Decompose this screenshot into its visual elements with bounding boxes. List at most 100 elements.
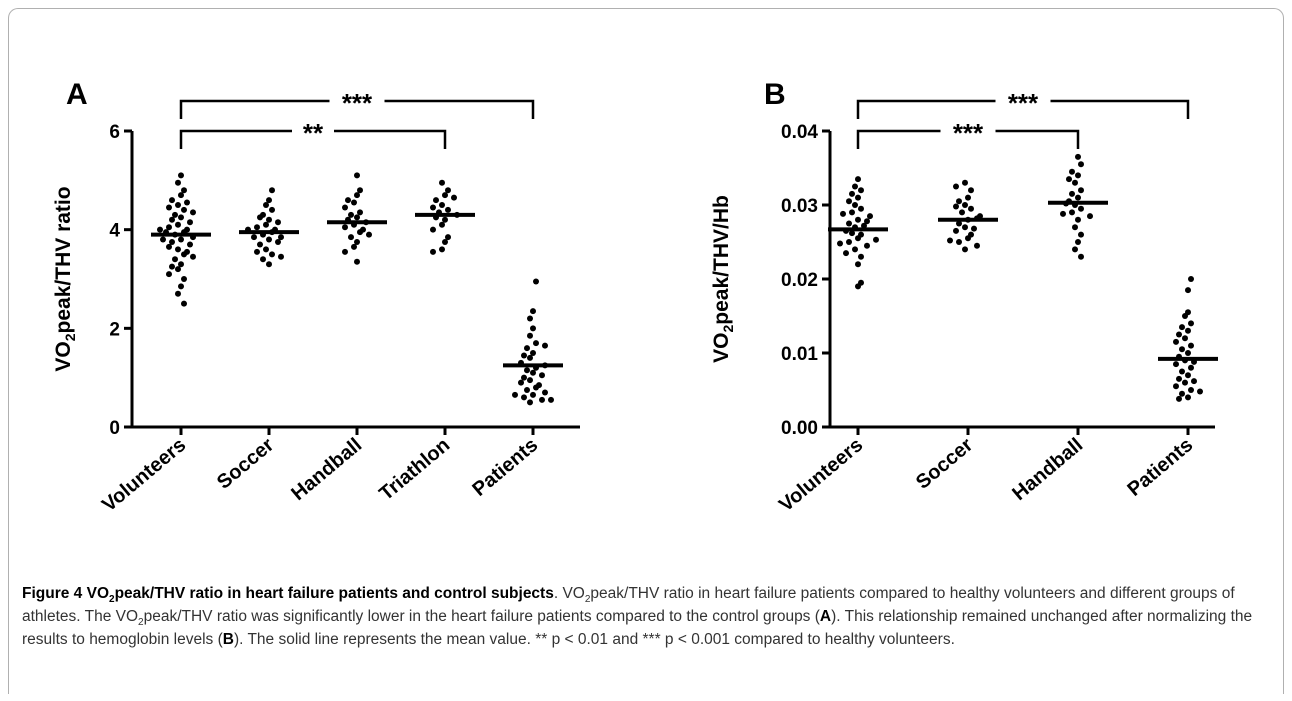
- x-tick-label: Soccer: [912, 434, 977, 494]
- data-point: [533, 278, 539, 285]
- data-point: [959, 209, 965, 216]
- panel-letter: B: [764, 78, 786, 111]
- data-point: [962, 246, 968, 253]
- data-point: [175, 290, 181, 297]
- x-tick-label: Handball: [287, 434, 366, 505]
- data-point: [1191, 378, 1197, 385]
- data-point: [530, 391, 536, 398]
- data-point: [442, 192, 448, 199]
- data-point: [524, 367, 530, 374]
- data-point: [260, 256, 266, 263]
- data-point: [1185, 394, 1191, 401]
- data-point: [1066, 176, 1072, 183]
- data-point: [175, 221, 181, 228]
- data-point: [181, 276, 187, 282]
- data-point: [178, 172, 184, 179]
- data-point: [846, 239, 852, 245]
- data-point: [366, 231, 372, 238]
- data-point: [254, 248, 260, 255]
- caption-text-2: peak/THV ratio in heart failure patients…: [22, 585, 1235, 625]
- x-tick-label: Handball: [1008, 434, 1087, 505]
- data-point: [430, 204, 436, 211]
- x-tick-label: Patients: [1123, 434, 1197, 501]
- data-point: [867, 213, 873, 220]
- data-point: [840, 210, 846, 217]
- data-point: [1075, 216, 1081, 223]
- data-point: [861, 222, 867, 229]
- data-point: [542, 342, 548, 349]
- x-tick-label: Volunteers: [98, 434, 190, 516]
- data-point: [521, 374, 527, 381]
- data-point: [1075, 153, 1081, 160]
- data-point: [442, 216, 448, 223]
- data-point: [533, 384, 539, 391]
- data-point: [1078, 161, 1084, 168]
- data-point: [1072, 224, 1078, 231]
- data-point: [1078, 205, 1084, 212]
- data-point: [1179, 346, 1185, 353]
- data-point: [521, 352, 527, 359]
- data-point: [354, 214, 360, 221]
- data-point: [1182, 335, 1188, 342]
- data-point: [852, 202, 858, 208]
- data-point: [527, 315, 533, 322]
- data-point: [1075, 194, 1081, 201]
- x-tick-label: Triathlon: [375, 434, 454, 505]
- data-point: [521, 394, 527, 401]
- data-point: [530, 325, 536, 332]
- y-tick-label: 0.00: [781, 418, 818, 439]
- data-point: [527, 354, 533, 361]
- data-point: [1176, 331, 1182, 338]
- y-axis-label: VO2peak/THV ratio: [52, 186, 78, 371]
- y-tick-label: 6: [109, 122, 120, 143]
- data-point: [1182, 313, 1188, 319]
- data-point: [175, 266, 181, 273]
- data-point: [166, 224, 172, 231]
- data-point: [160, 236, 166, 243]
- data-point: [855, 283, 861, 290]
- data-point: [837, 240, 843, 247]
- data-point: [354, 192, 360, 199]
- significance-bracket: **: [179, 118, 447, 149]
- data-point: [157, 226, 163, 233]
- y-tick-label: 4: [109, 221, 120, 242]
- significance-label: **: [303, 118, 324, 148]
- y-tick-label: 0.01: [781, 344, 818, 365]
- data-point: [858, 187, 864, 194]
- figure-frame: [8, 8, 1284, 694]
- data-point: [527, 332, 533, 339]
- data-point: [430, 248, 436, 255]
- significance-bracket: ***: [856, 118, 1080, 149]
- caption-text-3: peak/THV ratio was significantly lower i…: [143, 608, 820, 625]
- data-point: [433, 197, 439, 204]
- data-point: [947, 237, 953, 244]
- panel-letter: A: [66, 78, 88, 111]
- data-point: [953, 227, 959, 234]
- data-point: [518, 379, 524, 386]
- data-point: [1185, 327, 1191, 334]
- data-point: [873, 236, 879, 243]
- data-point: [166, 243, 172, 250]
- data-point: [527, 377, 533, 384]
- data-point: [442, 239, 448, 245]
- data-point: [451, 194, 457, 201]
- data-point: [855, 235, 861, 242]
- data-point: [269, 251, 275, 258]
- data-point: [530, 350, 536, 356]
- data-point: [1185, 372, 1191, 379]
- data-point: [181, 206, 187, 213]
- x-tick-label: Soccer: [213, 434, 278, 494]
- data-point: [263, 246, 269, 253]
- data-point: [445, 206, 451, 213]
- data-point: [1075, 239, 1081, 245]
- data-point: [1188, 320, 1194, 327]
- data-point: [278, 253, 284, 260]
- data-point: [266, 216, 272, 223]
- data-point: [965, 194, 971, 201]
- data-point: [843, 250, 849, 257]
- significance-label: ***: [1008, 88, 1039, 118]
- data-point: [852, 183, 858, 190]
- data-point: [439, 179, 445, 186]
- data-point: [351, 199, 357, 206]
- data-point: [965, 235, 971, 242]
